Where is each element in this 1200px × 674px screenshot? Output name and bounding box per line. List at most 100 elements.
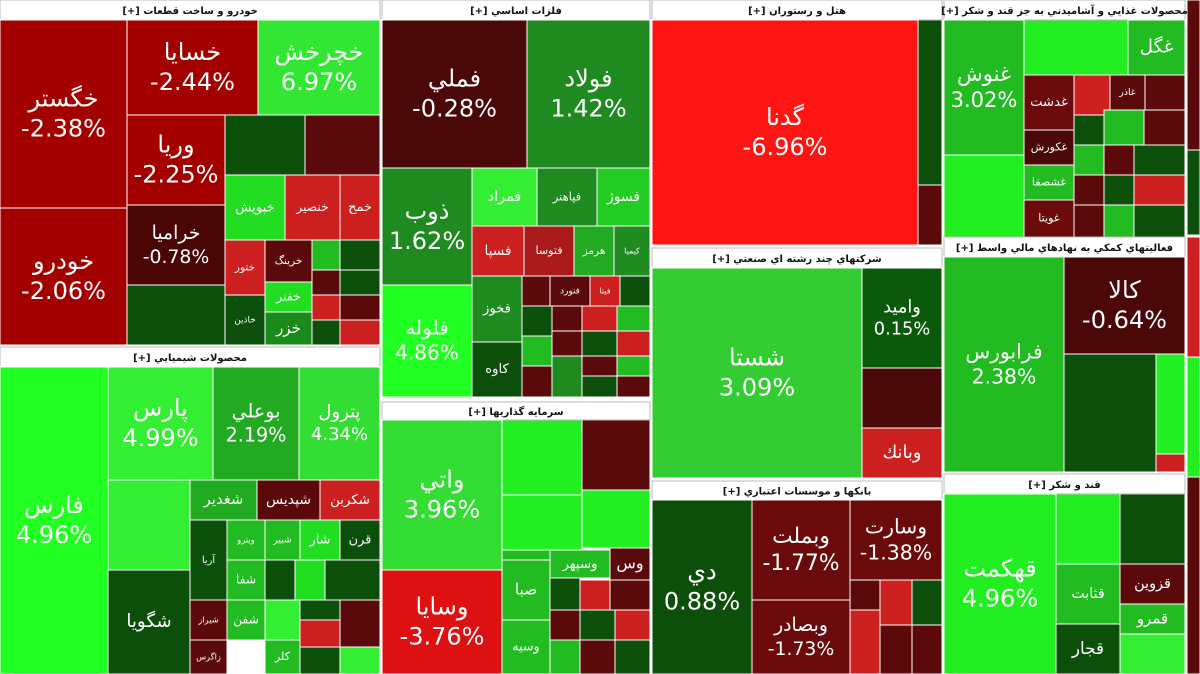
stock-tile — [304, 114, 381, 176]
stock-name: خنصير — [295, 200, 328, 215]
stock-tile — [1055, 493, 1121, 565]
stock-tile: شفن — [226, 599, 266, 641]
stock-tile — [549, 639, 581, 674]
stock-tile: وس — [609, 547, 651, 581]
stock-tile — [1133, 174, 1186, 206]
tile-bg — [549, 549, 611, 579]
tile-bg — [849, 499, 943, 581]
stock-change: 2.38% — [972, 365, 1037, 389]
tile-bg — [943, 19, 1025, 156]
sector-title: محصولات غذايي و آشاميدني به جز قند و شكر… — [941, 4, 1188, 17]
stock-name: خراميا — [152, 223, 201, 244]
stock-tile — [299, 599, 341, 621]
stock-tile: ويترو — [226, 519, 266, 561]
stock-name: دي — [687, 558, 716, 586]
stock-tile — [849, 609, 881, 674]
stock-name: قمرو — [1136, 610, 1168, 628]
stock-tile: قجار — [1055, 623, 1121, 674]
tile-bg — [471, 275, 523, 343]
stock-name: هرمز — [582, 245, 606, 257]
stock-tile — [879, 624, 913, 674]
tile-bg — [264, 281, 313, 313]
tile-bg — [226, 599, 266, 641]
stock-tile — [501, 419, 583, 496]
stock-tile — [1119, 633, 1186, 674]
tile-bg — [284, 174, 341, 241]
stock-tile — [294, 559, 326, 601]
stock-tile — [551, 305, 583, 332]
stock-tile: غگل — [1127, 19, 1186, 76]
stock-change: -0.78% — [143, 247, 210, 268]
stock-tile — [1186, 356, 1200, 478]
stock-tile — [616, 355, 651, 377]
tile-bg — [264, 639, 301, 674]
tile-bg — [381, 167, 473, 286]
stock-name: گدنا — [766, 103, 805, 131]
stock-change: 1.62% — [389, 227, 465, 255]
stock-tile — [1186, 0, 1200, 151]
sector-title: خودرو و ساخت قطعات [+] — [122, 6, 257, 17]
stock-name: غاذر — [1118, 87, 1135, 98]
stock-tile: خودرو-2.06% — [0, 207, 128, 346]
stock-tile: كيميا — [613, 225, 651, 277]
stock-tile — [616, 305, 651, 332]
stock-change: -2.25% — [134, 161, 219, 189]
stock-tile: گدنا-6.96% — [651, 19, 919, 246]
stock-tile — [501, 494, 583, 551]
tile-bg — [1023, 129, 1075, 166]
stock-name: غويتا — [1038, 212, 1060, 225]
stock-tile: دي0.88% — [651, 499, 753, 674]
stock-tile — [521, 275, 551, 307]
tile-bg — [126, 114, 226, 206]
stock-tile — [1023, 19, 1129, 76]
stock-change: 4.96% — [962, 585, 1038, 613]
stock-tile — [1186, 236, 1200, 358]
tile-bg — [107, 366, 214, 481]
stock-tile — [311, 269, 341, 296]
stock-tile: واميد 0.15% — [861, 267, 943, 369]
tile-bg — [319, 479, 381, 521]
stock-tile: كاوه — [471, 341, 523, 398]
stock-name: شيراز — [197, 615, 218, 625]
stock-tile — [1073, 144, 1105, 176]
stock-name: كالا — [1108, 276, 1141, 304]
stock-tile: وبانك — [861, 427, 943, 479]
stock-tile — [911, 579, 943, 626]
stock-tile: فسوژ — [596, 167, 651, 227]
stock-change: -1.73% — [768, 639, 835, 660]
stock-tile: خمح — [339, 174, 381, 241]
stock-tile: وسايا-3.76% — [381, 569, 503, 674]
sector-header-bg — [943, 473, 1186, 495]
stock-tile: شبير — [264, 519, 301, 561]
stock-change: 1.42% — [550, 95, 626, 123]
tile-bg — [1109, 74, 1146, 111]
stock-tile — [616, 375, 651, 398]
tile-bg — [751, 499, 851, 601]
stock-change: 4.99% — [122, 424, 198, 452]
stock-change: 4.34% — [311, 424, 368, 445]
stock-change: -2.38% — [21, 115, 106, 143]
stock-tile: قرن — [339, 519, 381, 561]
stock-tile — [614, 609, 651, 641]
stock-name: وبملت — [772, 524, 830, 549]
stock-tile: غدشت — [1023, 74, 1075, 131]
tile-bg — [471, 167, 538, 227]
stock-name: شكربن — [330, 493, 370, 508]
stock-name: كاوه — [485, 362, 509, 377]
stock-tile — [1186, 149, 1200, 236]
tile-bg — [298, 366, 381, 481]
stock-tile — [1133, 204, 1186, 238]
stock-change: -2.44% — [150, 68, 235, 96]
stock-name: واتي — [420, 466, 465, 494]
tile-bg — [107, 569, 191, 674]
stock-tile: فخوز — [471, 275, 523, 343]
stock-tile — [1119, 493, 1186, 565]
tile-bg — [1055, 623, 1121, 674]
stock-name: فرابورس — [965, 339, 1042, 363]
stock-tile — [619, 275, 651, 307]
stock-name: كيميا — [624, 247, 640, 256]
stock-tile — [1073, 114, 1105, 146]
